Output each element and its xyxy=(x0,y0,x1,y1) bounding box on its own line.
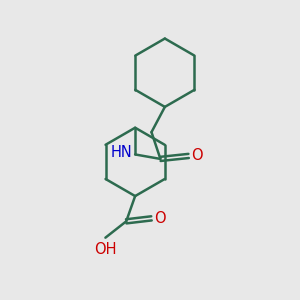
Text: O: O xyxy=(192,148,203,164)
Text: O: O xyxy=(154,211,166,226)
Text: OH: OH xyxy=(94,242,117,257)
Text: HN: HN xyxy=(111,146,133,160)
